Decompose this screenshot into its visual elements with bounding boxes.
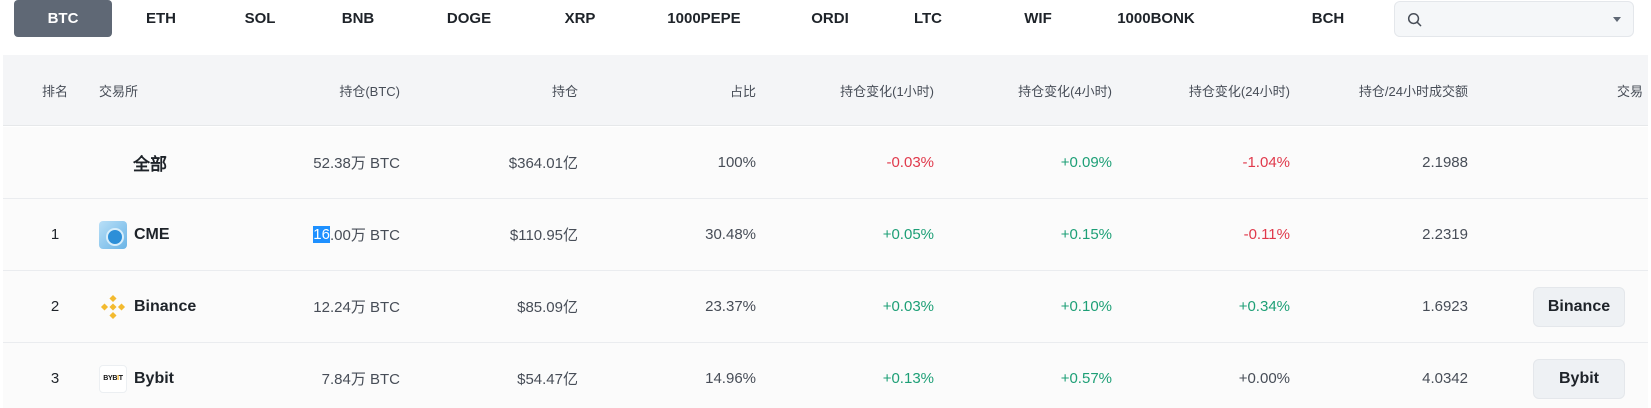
selected-text: 16	[313, 226, 330, 243]
holding-cell: 7.84万 BTC	[321, 371, 400, 388]
rank-cell: 1	[50, 226, 60, 243]
exchange-cell[interactable]: Binance	[99, 271, 299, 342]
table-row: 1 CME 16.00万 BTC $110.95亿 30.48% +0.05% …	[3, 199, 1648, 271]
header-change-4h: 持仓变化(4小时)	[1018, 83, 1112, 99]
change-4h-cell: +0.57%	[1060, 370, 1112, 387]
tab-1000bonk[interactable]: 1000BONK	[1117, 10, 1195, 27]
value-cell: $110.95亿	[509, 227, 578, 244]
holding-cell: 16.00万 BTC	[203, 199, 400, 270]
symbol-tabs: BTC ETH SOL BNB DOGE XRP 1000PEPE ORDI L…	[0, 0, 1651, 38]
value-cell: $85.09亿	[517, 299, 578, 316]
table-row-total: 全部 52.38万 BTC $364.01亿 100% -0.03% +0.09…	[3, 127, 1648, 199]
share-cell: 100%	[717, 154, 756, 171]
tab-ltc[interactable]: LTC	[913, 10, 943, 27]
tab-1000pepe[interactable]: 1000PEPE	[667, 10, 741, 27]
rank-cell: 3	[50, 370, 60, 387]
share-cell: 23.37%	[705, 298, 756, 315]
value-cell: $364.01亿	[508, 155, 578, 172]
exchange-cell[interactable]: BYB I T Bybit	[99, 343, 299, 408]
change-4h-cell: +0.09%	[1060, 154, 1112, 171]
binance-logo-icon	[100, 294, 126, 319]
share-cell: 30.48%	[705, 226, 756, 243]
tab-bch[interactable]: BCH	[1311, 10, 1345, 27]
table-header: 排名 交易所 持仓(BTC) 持仓 占比 持仓变化(1小时) 持仓变化(4小时)…	[3, 55, 1648, 126]
holding-rest: .00万 BTC	[329, 227, 400, 244]
trade-cell: Binance	[1443, 271, 1625, 342]
change-1h-cell: -0.03%	[886, 154, 934, 171]
change-4h-cell: +0.10%	[1060, 298, 1112, 315]
change-24h-cell: +0.00%	[1238, 370, 1290, 387]
table-row: 3 BYB I T Bybit 7.84万 BTC $54.47亿 14.96% +…	[3, 343, 1648, 408]
change-1h-cell: +0.05%	[882, 226, 934, 243]
trade-binance-button[interactable]: Binance	[1533, 286, 1625, 327]
value-cell: $54.47亿	[517, 371, 578, 388]
exchange-name: Bybit	[134, 369, 174, 387]
exchange-cell[interactable]: CME	[99, 199, 299, 270]
search-input[interactable]	[1429, 8, 1599, 32]
header-exchange: 交易所	[99, 83, 139, 99]
header-ratio: 持仓/24小时成交额	[1358, 83, 1468, 99]
change-4h-cell: +0.15%	[1060, 226, 1112, 243]
tab-btc[interactable]: BTC	[14, 0, 112, 37]
ratio-cell: 4.0342	[1422, 370, 1468, 387]
table-row: 2 Binance 12.24万 BTC $85.09亿 23.37% +0.0…	[3, 271, 1648, 343]
cme-logo-icon	[99, 220, 127, 249]
change-1h-cell: +0.03%	[882, 298, 934, 315]
search-icon	[1407, 12, 1422, 27]
exchange-cell: 全部	[99, 127, 299, 198]
tab-sol[interactable]: SOL	[244, 10, 276, 27]
tab-doge[interactable]: DOGE	[446, 10, 492, 27]
header-holding: 持仓(BTC)	[339, 83, 400, 99]
rank-cell: 2	[50, 298, 60, 315]
header-value: 持仓	[551, 83, 578, 99]
trade-cell: Bybit	[1443, 343, 1625, 408]
share-cell: 14.96%	[705, 370, 756, 387]
change-24h-cell: -0.11%	[1243, 226, 1290, 243]
holding-cell: 52.38万 BTC	[313, 155, 400, 172]
ratio-cell: 2.1988	[1422, 154, 1468, 171]
tab-xrp[interactable]: XRP	[564, 10, 596, 27]
header-change-1h: 持仓变化(1小时)	[840, 83, 934, 99]
exchange-name: CME	[134, 225, 170, 243]
exchange-name: Binance	[134, 297, 197, 315]
bybit-logo-icon: BYB I T	[99, 364, 127, 393]
header-share: 占比	[729, 83, 756, 99]
tab-ordi[interactable]: ORDI	[811, 10, 849, 27]
header-trade: 交易	[1616, 83, 1643, 99]
holding-cell: 12.24万 BTC	[313, 299, 400, 316]
symbol-search[interactable]	[1394, 1, 1634, 37]
change-24h-cell: +0.34%	[1238, 298, 1290, 315]
ratio-cell: 1.6923	[1422, 298, 1468, 315]
change-24h-cell: -1.04%	[1242, 154, 1290, 171]
tab-eth[interactable]: ETH	[146, 10, 176, 27]
total-label: 全部	[133, 155, 167, 174]
tab-wif[interactable]: WIF	[1024, 10, 1052, 27]
header-rank: 排名	[41, 83, 68, 99]
trade-bybit-button[interactable]: Bybit	[1533, 358, 1625, 399]
ratio-cell: 2.2319	[1422, 226, 1468, 243]
change-1h-cell: +0.13%	[882, 370, 934, 387]
header-change-24h: 持仓变化(24小时)	[1188, 83, 1290, 99]
chevron-down-icon[interactable]	[1613, 17, 1621, 22]
tab-bnb[interactable]: BNB	[341, 10, 375, 27]
